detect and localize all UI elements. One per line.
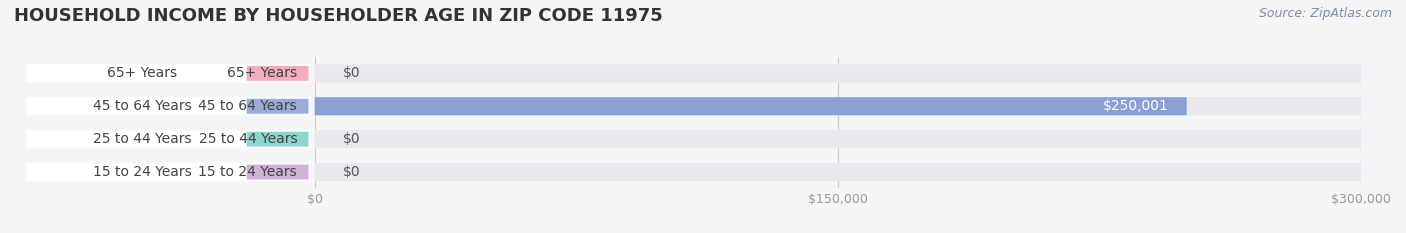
Text: Source: ZipAtlas.com: Source: ZipAtlas.com xyxy=(1258,7,1392,20)
Text: HOUSEHOLD INCOME BY HOUSEHOLDER AGE IN ZIP CODE 11975: HOUSEHOLD INCOME BY HOUSEHOLDER AGE IN Z… xyxy=(14,7,662,25)
FancyBboxPatch shape xyxy=(27,65,246,82)
FancyBboxPatch shape xyxy=(27,131,309,147)
Text: 45 to 64 Years: 45 to 64 Years xyxy=(198,99,297,113)
FancyBboxPatch shape xyxy=(315,130,1361,148)
FancyBboxPatch shape xyxy=(315,97,1361,115)
Text: 45 to 64 Years: 45 to 64 Years xyxy=(93,99,191,113)
Text: 15 to 24 Years: 15 to 24 Years xyxy=(93,165,191,179)
Text: $0: $0 xyxy=(343,66,360,80)
FancyBboxPatch shape xyxy=(315,163,1361,181)
FancyBboxPatch shape xyxy=(315,97,1187,115)
Text: $0: $0 xyxy=(343,132,360,146)
Text: $0: $0 xyxy=(343,165,360,179)
FancyBboxPatch shape xyxy=(27,98,309,115)
FancyBboxPatch shape xyxy=(315,64,1361,82)
Text: 25 to 44 Years: 25 to 44 Years xyxy=(198,132,297,146)
FancyBboxPatch shape xyxy=(27,65,309,82)
Text: 15 to 24 Years: 15 to 24 Years xyxy=(198,165,297,179)
Text: 65+ Years: 65+ Years xyxy=(107,66,177,80)
Text: 65+ Years: 65+ Years xyxy=(228,66,297,80)
FancyBboxPatch shape xyxy=(27,164,246,180)
Text: 25 to 44 Years: 25 to 44 Years xyxy=(93,132,191,146)
FancyBboxPatch shape xyxy=(27,98,246,115)
Text: $250,001: $250,001 xyxy=(1104,99,1170,113)
FancyBboxPatch shape xyxy=(27,164,309,180)
FancyBboxPatch shape xyxy=(27,131,246,147)
